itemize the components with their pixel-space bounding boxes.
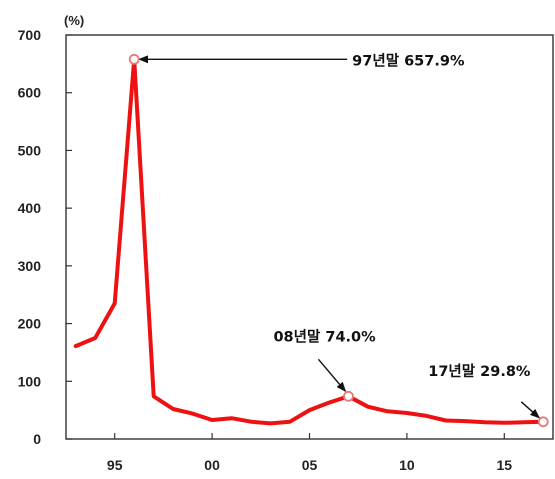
series-group <box>73 57 546 426</box>
x-tick-labels: 95 00 05 10 15 <box>107 457 512 473</box>
series-line <box>73 57 546 426</box>
x-tick-label: 15 <box>497 457 513 473</box>
x-tick-label: 10 <box>399 457 415 473</box>
y-tick-label: 700 <box>18 27 42 43</box>
annotation-marker <box>537 416 549 428</box>
annotation-marker <box>128 53 140 65</box>
annotation-arrow <box>520 401 541 419</box>
annotations: 97년말 657.9% 08년말 74.0% 17년말 29.8% <box>128 51 549 428</box>
y-tick-label: 100 <box>18 373 42 389</box>
annotation-arrow <box>317 358 347 393</box>
annotation-label: 97년말 657.9% <box>352 51 465 69</box>
y-tick-label: 500 <box>18 142 42 158</box>
y-tick-label: 400 <box>18 200 42 216</box>
annotation-label: 08년말 74.0% <box>273 327 376 345</box>
y-tick-label: 600 <box>18 85 42 101</box>
y-tick-label: 200 <box>18 316 42 332</box>
annotation-marker <box>343 390 354 402</box>
y-tick-labels: 0 100 200 300 400 500 600 700 <box>18 27 42 447</box>
x-tick-label: 00 <box>204 457 220 473</box>
axes <box>65 34 554 440</box>
x-tick-label: 95 <box>107 457 123 473</box>
y-tick-label: 300 <box>18 258 42 274</box>
annotation-label: 17년말 29.8% <box>428 362 531 380</box>
unit-label: (%) <box>64 13 84 28</box>
y-tick-label: 0 <box>33 431 41 447</box>
x-tick-label: 05 <box>302 457 318 473</box>
